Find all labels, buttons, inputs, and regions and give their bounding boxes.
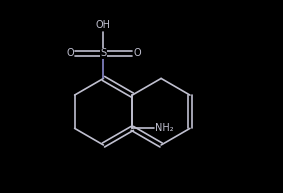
Text: S: S xyxy=(100,48,106,58)
Text: NH₂: NH₂ xyxy=(155,123,174,133)
Text: O: O xyxy=(66,48,74,58)
Text: OH: OH xyxy=(96,20,111,30)
Text: O: O xyxy=(133,48,141,58)
